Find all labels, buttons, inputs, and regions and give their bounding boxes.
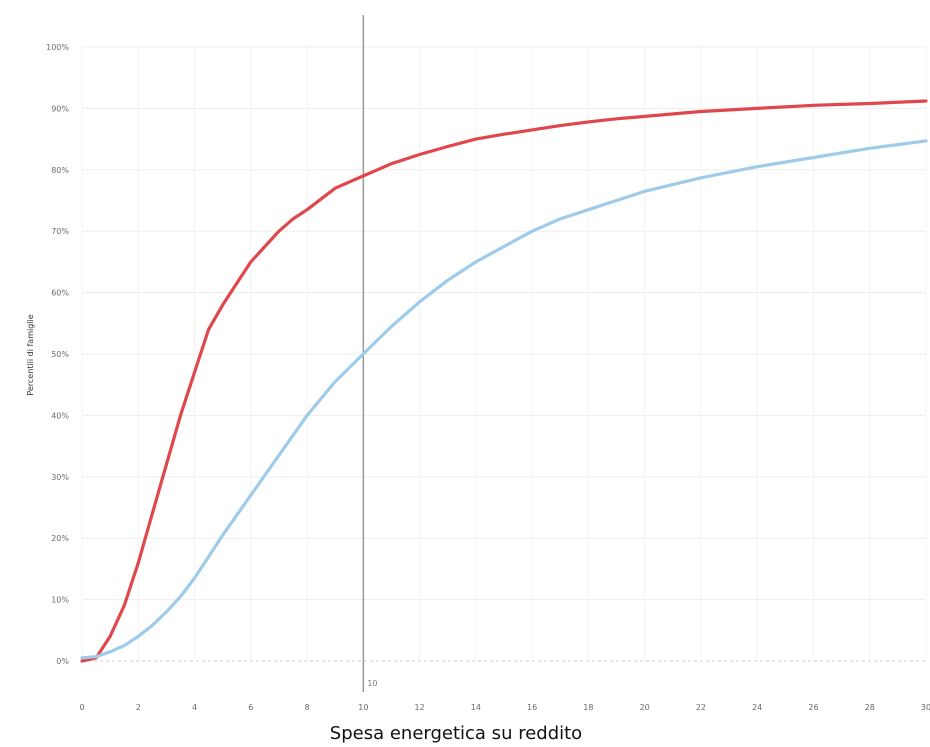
y-tick-label: 40% <box>51 411 69 420</box>
y-tick-label: 70% <box>51 227 69 236</box>
y-tick-label: 10% <box>51 596 69 605</box>
x-tick-label: 4 <box>192 703 197 712</box>
y-tick-label: 30% <box>51 473 69 482</box>
y-tick-label: 100% <box>46 43 69 52</box>
series-line-1 <box>80 99 928 663</box>
x-tick-label: 2 <box>136 703 141 712</box>
y-tick-label: 60% <box>51 289 69 298</box>
y-tick-label: 90% <box>51 104 69 113</box>
x-tick-label: 14 <box>471 703 481 712</box>
x-tick-label: 30 <box>921 703 930 712</box>
x-tick-label: 12 <box>415 703 425 712</box>
x-tick-label: 22 <box>696 703 706 712</box>
y-tick-label: 0% <box>56 657 69 666</box>
x-tick-label: 16 <box>527 703 537 712</box>
x-tick-label: 0 <box>79 703 84 712</box>
series-group <box>80 99 928 663</box>
y-tick-label: 20% <box>51 534 69 543</box>
x-tick-label: 8 <box>305 703 310 712</box>
x-tick-label: 26 <box>808 703 818 712</box>
x-tick-label: 6 <box>248 703 253 712</box>
series-line-2 <box>80 139 928 660</box>
x-tick-label: 20 <box>640 703 650 712</box>
x-tick-label: 24 <box>752 703 762 712</box>
y-axis: 0% 10% 20% 30% 40% 50% 60% 70% 80% 90% 100% <box>46 43 69 666</box>
x-axis: 0 2 4 6 8 10 12 14 16 18 20 22 24 26 28 30 <box>79 703 930 712</box>
y-tick-label: 50% <box>51 350 69 359</box>
y-axis-label: Percentili di famiglie <box>26 314 35 395</box>
x-tick-label: 28 <box>865 703 875 712</box>
reference-line-label: 10 <box>367 679 377 688</box>
y-tick-label: 80% <box>51 166 69 175</box>
grid <box>81 46 927 662</box>
x-tick-label: 18 <box>583 703 593 712</box>
x-axis-label: Spesa energetica su reddito <box>330 723 582 744</box>
x-tick-label: 10 <box>358 703 368 712</box>
